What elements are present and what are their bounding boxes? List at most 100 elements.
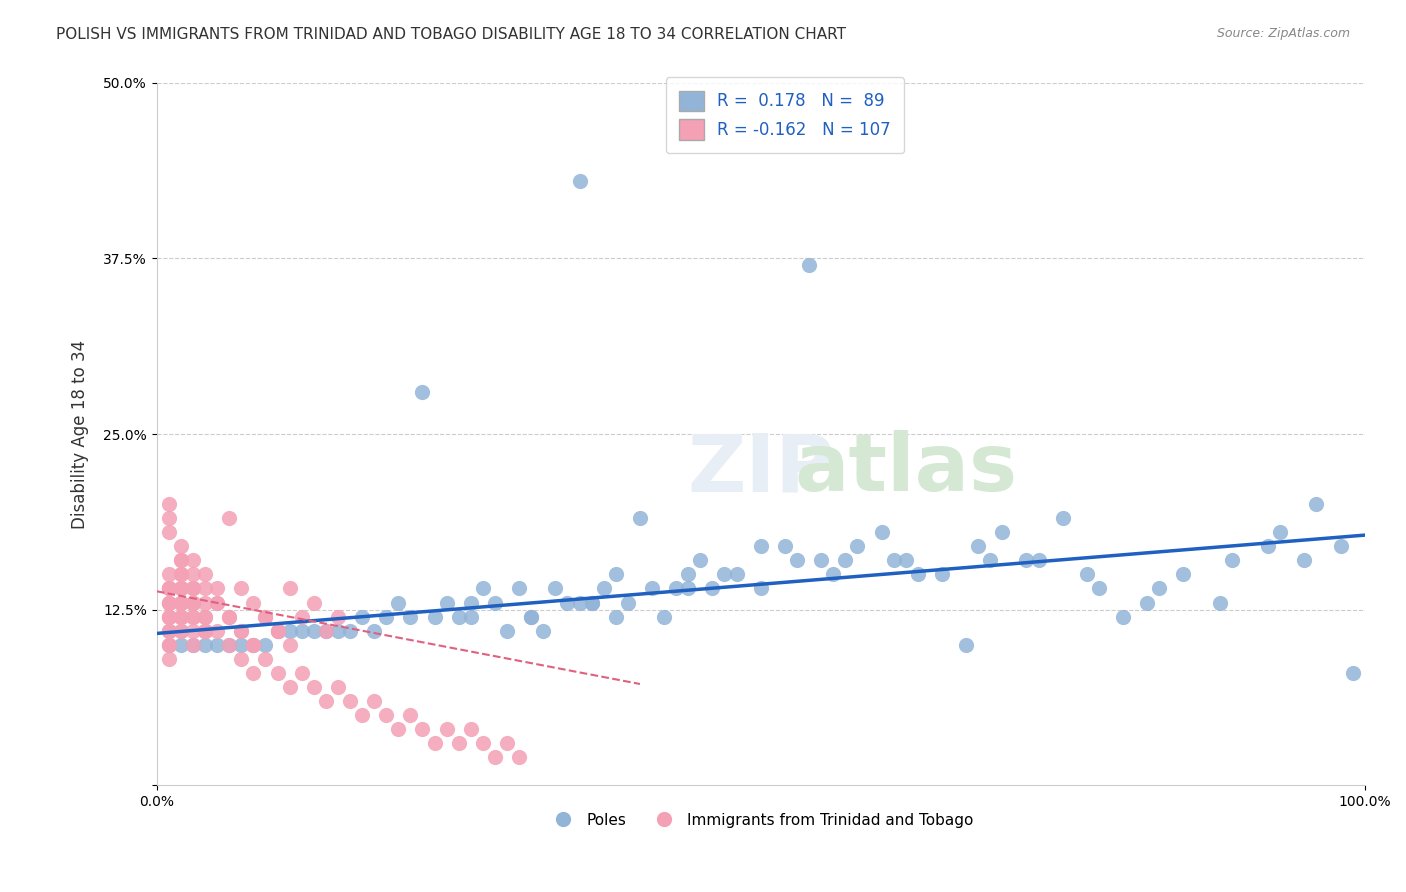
Point — [471, 736, 494, 750]
Point — [508, 582, 530, 596]
Point — [157, 567, 180, 582]
Point — [676, 582, 699, 596]
Point — [713, 567, 735, 582]
Point — [387, 722, 409, 736]
Point — [773, 540, 796, 554]
Point — [278, 680, 301, 694]
Point — [302, 624, 325, 638]
Point — [181, 624, 204, 638]
Point — [520, 609, 543, 624]
Point — [979, 553, 1001, 567]
Point — [1294, 553, 1316, 567]
Point — [423, 736, 446, 750]
Point — [194, 638, 217, 652]
Point — [447, 609, 470, 624]
Point — [641, 582, 664, 596]
Point — [218, 638, 240, 652]
Point — [339, 694, 361, 708]
Point — [1209, 595, 1232, 609]
Point — [194, 609, 217, 624]
Point — [157, 624, 180, 638]
Point — [326, 680, 349, 694]
Point — [170, 540, 193, 554]
Point — [1149, 582, 1171, 596]
Text: ZIP: ZIP — [688, 430, 834, 508]
Point — [157, 609, 180, 624]
Point — [218, 511, 240, 525]
Point — [484, 595, 506, 609]
Point — [194, 624, 217, 638]
Legend: Poles, Immigrants from Trinidad and Tobago: Poles, Immigrants from Trinidad and Toba… — [541, 806, 980, 834]
Point — [436, 722, 458, 736]
Point — [447, 736, 470, 750]
Point — [194, 624, 217, 638]
Point — [194, 624, 217, 638]
Point — [157, 638, 180, 652]
Point — [170, 567, 193, 582]
Point — [592, 582, 614, 596]
Point — [870, 525, 893, 540]
Point — [423, 609, 446, 624]
Point — [1112, 609, 1135, 624]
Point — [205, 595, 228, 609]
Point — [363, 624, 385, 638]
Point — [157, 624, 180, 638]
Point — [652, 609, 675, 624]
Point — [157, 651, 180, 665]
Point — [218, 638, 240, 652]
Point — [676, 567, 699, 582]
Point — [786, 553, 808, 567]
Point — [702, 582, 724, 596]
Point — [834, 553, 856, 567]
Point — [894, 553, 917, 567]
Point — [1088, 582, 1111, 596]
Point — [181, 553, 204, 567]
Point — [170, 582, 193, 596]
Point — [302, 680, 325, 694]
Point — [302, 595, 325, 609]
Point — [460, 722, 482, 736]
Point — [170, 609, 193, 624]
Point — [242, 665, 264, 680]
Point — [181, 638, 204, 652]
Point — [218, 609, 240, 624]
Point — [157, 609, 180, 624]
Point — [194, 582, 217, 596]
Point — [254, 638, 277, 652]
Text: Source: ZipAtlas.com: Source: ZipAtlas.com — [1216, 27, 1350, 40]
Point — [170, 595, 193, 609]
Point — [231, 638, 253, 652]
Point — [254, 609, 277, 624]
Point — [628, 511, 651, 525]
Point — [581, 595, 603, 609]
Point — [170, 624, 193, 638]
Point — [531, 624, 554, 638]
Point — [375, 707, 398, 722]
Point — [471, 582, 494, 596]
Point — [231, 582, 253, 596]
Point — [315, 624, 337, 638]
Point — [205, 624, 228, 638]
Point — [436, 595, 458, 609]
Point — [157, 609, 180, 624]
Y-axis label: Disability Age 18 to 34: Disability Age 18 to 34 — [72, 340, 89, 529]
Point — [665, 582, 688, 596]
Point — [352, 707, 374, 722]
Point — [363, 694, 385, 708]
Point — [617, 595, 640, 609]
Point — [605, 609, 627, 624]
Point — [1173, 567, 1195, 582]
Point — [157, 595, 180, 609]
Point — [170, 553, 193, 567]
Point — [460, 595, 482, 609]
Point — [181, 595, 204, 609]
Point — [568, 595, 591, 609]
Point — [231, 624, 253, 638]
Point — [181, 567, 204, 582]
Point — [315, 694, 337, 708]
Point — [194, 567, 217, 582]
Point — [544, 582, 567, 596]
Point — [411, 722, 433, 736]
Point — [170, 624, 193, 638]
Point — [194, 624, 217, 638]
